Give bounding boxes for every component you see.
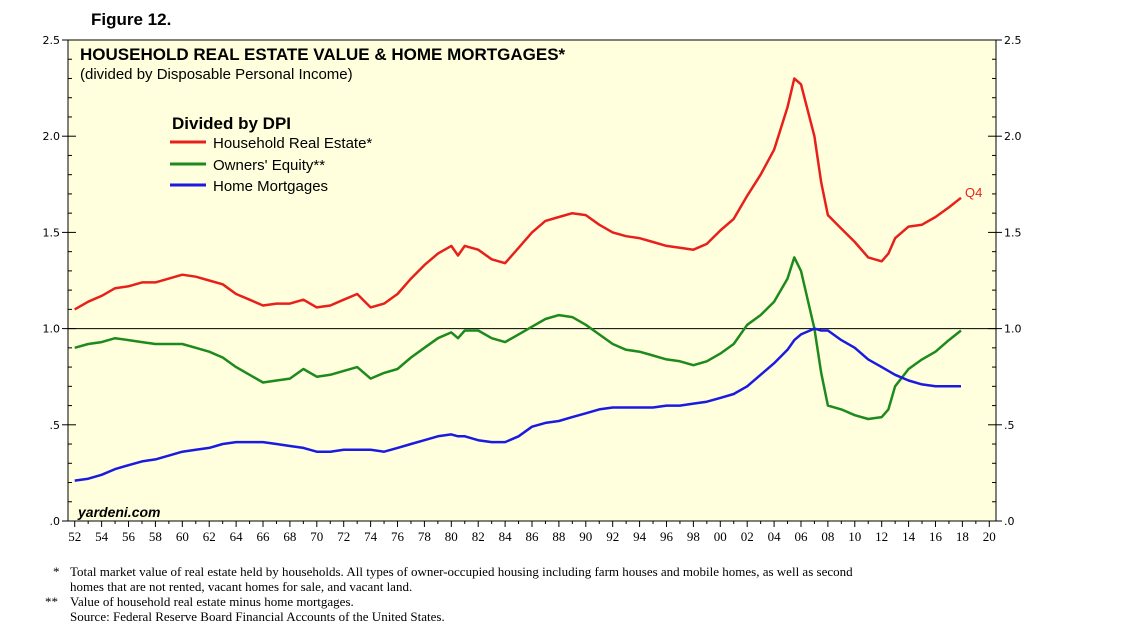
legend-label-real-estate: Household Real Estate* bbox=[213, 135, 372, 152]
y-tick-label-left: 2.5 bbox=[43, 34, 61, 47]
x-tick-label: 04 bbox=[768, 529, 782, 544]
x-tick-label: 06 bbox=[794, 529, 808, 544]
x-tick-label: 20 bbox=[983, 529, 996, 544]
x-tick-label: 76 bbox=[391, 529, 405, 544]
x-tick-label: 64 bbox=[230, 529, 244, 544]
footnote-1: Total market value of real estate held b… bbox=[70, 564, 853, 579]
y-tick-label-right: 2.5 bbox=[1004, 34, 1022, 47]
x-tick-label: 60 bbox=[176, 529, 189, 544]
x-tick-label: 78 bbox=[418, 529, 431, 544]
x-tick-label: 94 bbox=[633, 529, 647, 544]
x-tick-label: 82 bbox=[472, 529, 485, 544]
x-tick-label: 98 bbox=[687, 529, 700, 544]
y-tick-label-left: 2.0 bbox=[43, 130, 61, 143]
x-tick-label: 90 bbox=[579, 529, 592, 544]
plot-background bbox=[67, 39, 997, 522]
y-tick-label-right: .0 bbox=[1004, 515, 1015, 528]
chart: .0 .5 1.0 1.5 2.0 2.5 .0 .5 1.0 1.5 2.0 2.5 52 54 56… bbox=[43, 34, 1022, 544]
footnote-1-marker: * bbox=[53, 564, 60, 579]
footnote-1-cont: homes that are not rented, vacant homes … bbox=[70, 579, 413, 594]
y-tick-label-left: .5 bbox=[50, 419, 61, 432]
y-tick-label-right: 1.0 bbox=[1004, 323, 1022, 336]
x-tick-label: 52 bbox=[68, 529, 81, 544]
x-tick-label: 96 bbox=[660, 529, 674, 544]
x-tick-label: 16 bbox=[929, 529, 943, 544]
x-tick-label: 08 bbox=[821, 529, 834, 544]
x-tick-label: 86 bbox=[526, 529, 540, 544]
x-tick-label: 18 bbox=[956, 529, 969, 544]
x-tick-label: 70 bbox=[310, 529, 323, 544]
x-tick-label: 92 bbox=[606, 529, 619, 544]
series-line-owners-equity bbox=[74, 256, 962, 421]
chart-subtitle: (divided by Disposable Personal Income) bbox=[80, 66, 353, 83]
x-tick-label: 66 bbox=[257, 529, 271, 544]
legend-label-owners-equity: Owners' Equity** bbox=[213, 157, 325, 174]
source-note: Source: Federal Reserve Board Financial … bbox=[70, 609, 445, 624]
legend-label-home-mortgages: Home Mortgages bbox=[213, 178, 328, 195]
x-tick-label: 12 bbox=[875, 529, 888, 544]
series-line-home-mortgages bbox=[74, 327, 961, 482]
x-tick-label: 58 bbox=[149, 529, 162, 544]
y-tick-label-left: 1.5 bbox=[43, 226, 61, 239]
legend-title: Divided by DPI bbox=[172, 114, 291, 133]
figure-label: Figure 12. bbox=[91, 10, 172, 29]
x-tick-label: 68 bbox=[283, 529, 296, 544]
x-tick-label: 14 bbox=[902, 529, 916, 544]
x-tick-label: 62 bbox=[203, 529, 216, 544]
x-tick-label: 80 bbox=[445, 529, 458, 544]
x-tick-label: 84 bbox=[499, 529, 513, 544]
y-tick-label-right: 1.5 bbox=[1004, 226, 1022, 239]
x-tick-label: 88 bbox=[552, 529, 565, 544]
x-tick-label: 02 bbox=[741, 529, 754, 544]
x-tick-label: 72 bbox=[337, 529, 350, 544]
x-tick-label: 74 bbox=[364, 529, 378, 544]
y-tick-label-left: 1.0 bbox=[43, 323, 61, 336]
y-tick-label-left: .0 bbox=[50, 515, 61, 528]
y-tick-label-right: .5 bbox=[1004, 419, 1015, 432]
x-tick-label: 10 bbox=[848, 529, 861, 544]
watermark: yardeni.com bbox=[77, 504, 160, 520]
series-line-real-estate bbox=[74, 77, 962, 311]
footnote-2-marker: ** bbox=[45, 594, 58, 609]
y-tick-label-right: 2.0 bbox=[1004, 130, 1022, 143]
footnote-2: Value of household real estate minus hom… bbox=[70, 594, 354, 609]
x-tick-label: 00 bbox=[714, 529, 727, 544]
x-tick-label: 54 bbox=[95, 529, 109, 544]
chart-title: HOUSEHOLD REAL ESTATE VALUE & HOME MORTG… bbox=[80, 45, 566, 64]
end-annotation: Q4 bbox=[965, 185, 982, 200]
legend: Divided by DPI Household Real Estate* Ow… bbox=[170, 114, 372, 195]
x-tick-label: 56 bbox=[122, 529, 136, 544]
